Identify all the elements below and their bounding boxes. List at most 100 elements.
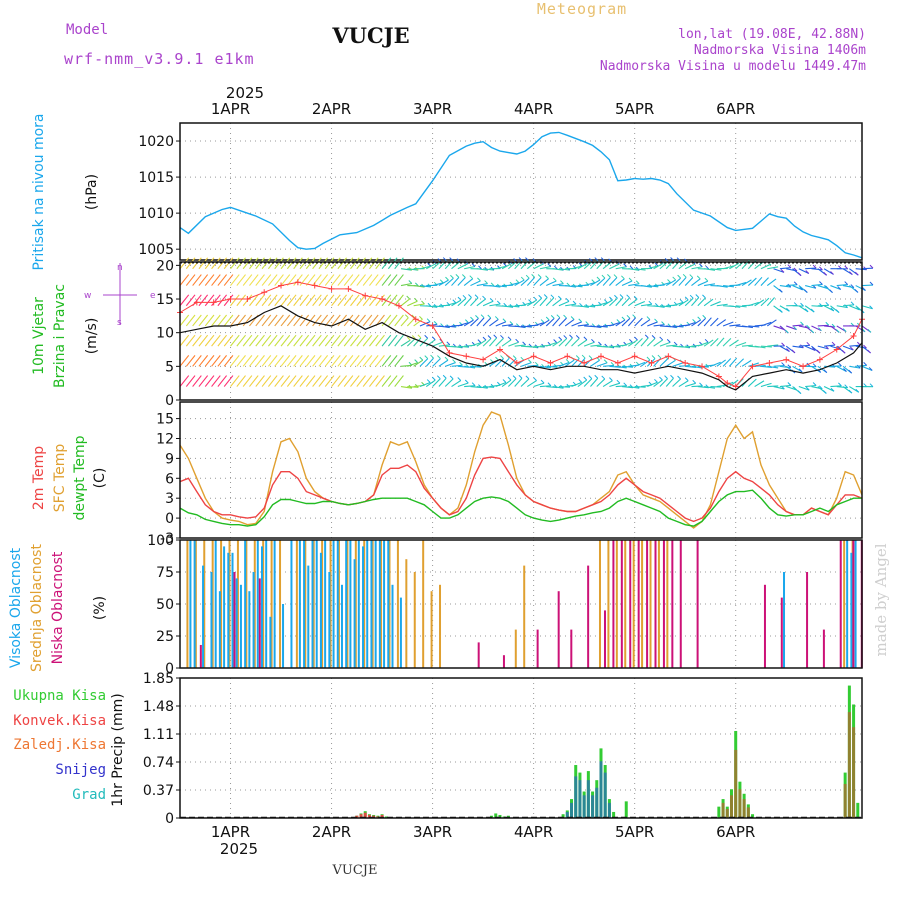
wind-barb	[792, 285, 803, 291]
wind-barb-flag	[478, 265, 482, 270]
wind-barb	[590, 279, 601, 287]
watermark: made by Angel	[872, 543, 890, 656]
wind-barb-flag	[863, 344, 867, 349]
conv-precip-bar	[603, 772, 607, 818]
wind-barb	[230, 257, 240, 270]
wind-barb	[223, 375, 234, 387]
wind-barb	[767, 266, 779, 270]
low-cloud-bar	[502, 655, 505, 668]
wind-barb-flag	[414, 359, 419, 363]
wind-barb-flag	[417, 334, 422, 339]
wind-gust-marker	[850, 333, 857, 340]
conv-precip-bar	[852, 727, 856, 818]
wind-barb	[457, 297, 467, 307]
wind-barb-flag	[487, 335, 492, 339]
wind-barb	[255, 314, 265, 327]
wind-barb	[318, 294, 329, 307]
wind-barb-flag	[704, 277, 709, 282]
wind-barb	[211, 274, 221, 286]
wind-barb-flag	[841, 349, 846, 354]
wind-barb	[463, 319, 474, 327]
mid-cloud-bar	[262, 540, 265, 668]
wind-barb	[704, 385, 716, 389]
precip-y-tick-label: 0.37	[143, 783, 174, 799]
wind-barb-flag	[575, 334, 580, 339]
wind-barb-flag	[581, 354, 586, 359]
wind-barb-flag	[424, 355, 429, 359]
wind-barb-flag	[494, 316, 499, 320]
wind-barb	[754, 299, 765, 307]
wind-barb	[324, 314, 335, 327]
wind-barb	[476, 298, 486, 307]
wind-barb	[445, 362, 456, 367]
total-precip-bar	[612, 811, 616, 818]
wind-barb	[470, 342, 482, 347]
wind-barb	[590, 377, 599, 387]
wind-barb	[394, 274, 404, 286]
wind-barb	[299, 375, 310, 387]
total-precip-bar	[751, 814, 755, 818]
wind-barb	[666, 325, 678, 329]
wind-barb-flag	[547, 263, 552, 267]
wind-barb	[798, 344, 810, 347]
wind-barb-flag	[822, 390, 827, 394]
wind-barb-flag	[543, 294, 548, 298]
wind-gust-marker	[766, 359, 773, 366]
wind-barb	[286, 375, 297, 387]
wind-barb	[375, 294, 385, 307]
wind-barb	[293, 294, 303, 307]
wind-barb	[356, 314, 366, 327]
wind-barb	[217, 257, 228, 270]
top-day-label: 6APR	[716, 100, 755, 118]
wind-barb	[533, 277, 542, 286]
wind-barb-flag	[823, 271, 828, 276]
wind-barb	[704, 283, 716, 287]
conv-precip-bar	[380, 814, 384, 818]
wind-barb-flag	[803, 289, 808, 293]
high-cloud-bar	[383, 540, 386, 668]
wind-barb-flag	[563, 314, 567, 319]
wind-barb	[274, 375, 284, 387]
wind-barb	[223, 314, 234, 327]
wind-barb-flag	[540, 319, 545, 323]
wind-barb-flag	[812, 264, 817, 269]
wind-barb-flag	[553, 265, 558, 270]
wind-barb	[747, 378, 757, 387]
wind-barb	[861, 365, 873, 371]
wind-barb	[577, 379, 588, 387]
wind-barb	[615, 365, 627, 369]
mid-cloud-bar	[632, 540, 635, 668]
wind-barb	[659, 341, 671, 347]
wind-barb-flag	[462, 294, 467, 299]
wind-barb-flag	[545, 275, 549, 280]
low-cloud-bar	[852, 540, 855, 668]
wind-barb	[217, 314, 228, 327]
wind-barb	[716, 303, 728, 307]
wind-barb	[217, 334, 228, 347]
mid-cloud-bar	[220, 540, 223, 668]
wind-barb	[558, 300, 570, 307]
wind-barb-flag	[480, 314, 485, 319]
wind-barb	[337, 334, 348, 347]
wind-direction-legend: w e n s	[84, 263, 156, 328]
wind-barb	[337, 355, 348, 367]
wind-barb	[261, 314, 272, 327]
wind-barb-flag	[475, 315, 479, 319]
wind-barb	[773, 365, 785, 367]
wind-barb	[653, 379, 663, 387]
wind-barb-flag	[452, 299, 457, 304]
wind-barb-flag	[623, 382, 628, 387]
wind-barb-flag	[503, 302, 508, 307]
wind-barb	[305, 294, 316, 307]
wind-barb-flag	[659, 336, 664, 341]
wind-barb-flag	[439, 279, 444, 284]
wind-barb	[811, 283, 823, 287]
wind-barb	[280, 334, 291, 347]
high-cloud-bar	[353, 559, 356, 668]
wind-barb	[533, 345, 545, 348]
wind-barb	[495, 337, 504, 347]
cloud-panel: 0 25 50 75 100	[147, 533, 863, 677]
wind-barb-flag	[442, 374, 447, 379]
pressure-frame	[179, 122, 863, 261]
bottom-year-label: 2025	[220, 840, 258, 858]
